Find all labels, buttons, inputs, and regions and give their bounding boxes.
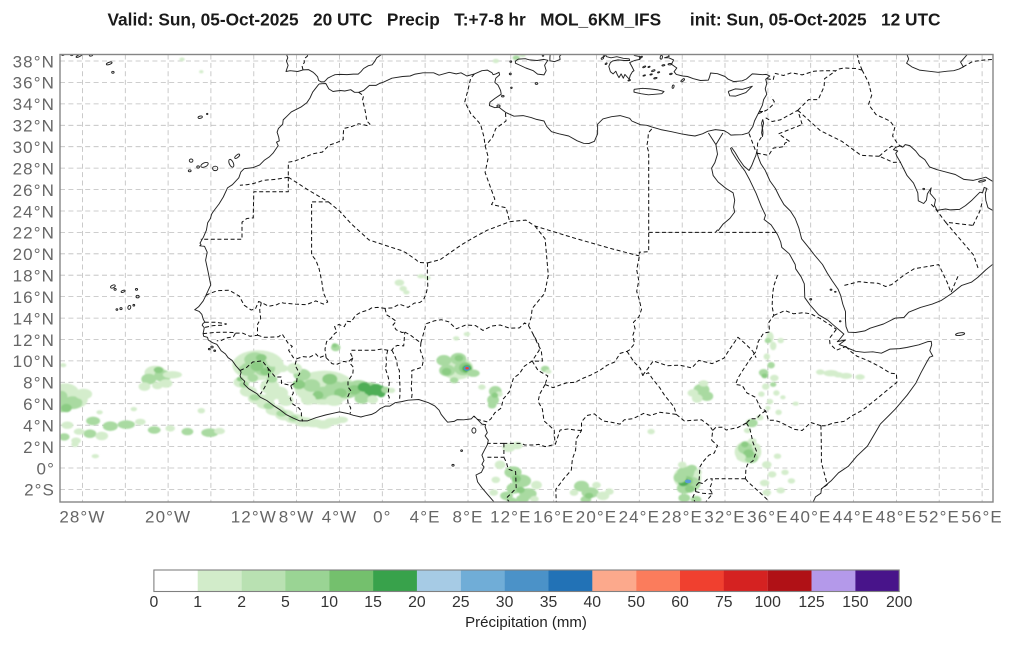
svg-text:Précipitation (mm): Précipitation (mm)	[465, 614, 587, 631]
svg-text:28°N: 28°N	[13, 159, 55, 178]
svg-text:10°N: 10°N	[13, 352, 55, 371]
svg-text:100: 100	[755, 594, 782, 611]
svg-text:24°N: 24°N	[13, 202, 55, 221]
svg-text:75: 75	[715, 594, 733, 611]
svg-text:125: 125	[798, 594, 825, 611]
svg-text:32°E: 32°E	[704, 508, 745, 527]
svg-text:16°N: 16°N	[13, 288, 55, 307]
svg-text:16°E: 16°E	[533, 508, 574, 527]
svg-text:0°: 0°	[37, 459, 55, 478]
svg-text:200: 200	[886, 594, 913, 611]
svg-text:28°E: 28°E	[661, 508, 702, 527]
svg-text:32°N: 32°N	[13, 117, 55, 136]
svg-text:10: 10	[321, 594, 339, 611]
svg-text:26°N: 26°N	[13, 181, 55, 200]
svg-text:6°N: 6°N	[23, 395, 55, 414]
svg-text:20°W: 20°W	[145, 508, 191, 527]
svg-text:28°W: 28°W	[59, 508, 105, 527]
svg-text:4°E: 4°E	[410, 508, 441, 527]
svg-text:20°E: 20°E	[576, 508, 617, 527]
svg-text:15: 15	[364, 594, 382, 611]
svg-text:52°E: 52°E	[918, 508, 959, 527]
svg-text:30: 30	[496, 594, 514, 611]
svg-text:12°N: 12°N	[13, 331, 55, 350]
svg-text:36°E: 36°E	[747, 508, 788, 527]
svg-text:48°E: 48°E	[876, 508, 917, 527]
svg-text:1: 1	[193, 594, 202, 611]
svg-text:35: 35	[540, 594, 558, 611]
svg-text:8°W: 8°W	[279, 508, 315, 527]
svg-text:38°N: 38°N	[13, 52, 55, 71]
svg-text:12°W: 12°W	[231, 508, 277, 527]
svg-text:14°N: 14°N	[13, 309, 55, 328]
svg-text:36°N: 36°N	[13, 74, 55, 93]
svg-text:0°: 0°	[373, 508, 391, 527]
svg-text:8°N: 8°N	[23, 374, 55, 393]
svg-text:40: 40	[584, 594, 602, 611]
svg-text:4°W: 4°W	[322, 508, 358, 527]
svg-text:30°N: 30°N	[13, 138, 55, 157]
svg-text:34°N: 34°N	[13, 95, 55, 114]
svg-text:56°E: 56°E	[961, 508, 1002, 527]
svg-text:12°E: 12°E	[490, 508, 531, 527]
svg-text:Valid: Sun, 05-Oct-2025 20 U: Valid: Sun, 05-Oct-2025 20 UTC Precip T:…	[107, 10, 940, 30]
svg-text:60: 60	[671, 594, 689, 611]
svg-text:2°S: 2°S	[24, 481, 55, 500]
svg-text:5: 5	[281, 594, 290, 611]
svg-text:50: 50	[627, 594, 645, 611]
svg-text:25: 25	[452, 594, 470, 611]
svg-text:150: 150	[842, 594, 869, 611]
svg-text:18°N: 18°N	[13, 267, 55, 286]
svg-text:2: 2	[237, 594, 246, 611]
svg-text:20: 20	[408, 594, 426, 611]
svg-text:4°N: 4°N	[23, 417, 55, 436]
svg-text:22°N: 22°N	[13, 224, 55, 243]
svg-text:44°E: 44°E	[833, 508, 874, 527]
svg-text:40°E: 40°E	[790, 508, 831, 527]
svg-text:20°N: 20°N	[13, 245, 55, 264]
svg-text:0: 0	[150, 594, 159, 611]
svg-text:8°E: 8°E	[453, 508, 484, 527]
svg-text:2°N: 2°N	[23, 438, 55, 457]
svg-text:24°E: 24°E	[619, 508, 660, 527]
